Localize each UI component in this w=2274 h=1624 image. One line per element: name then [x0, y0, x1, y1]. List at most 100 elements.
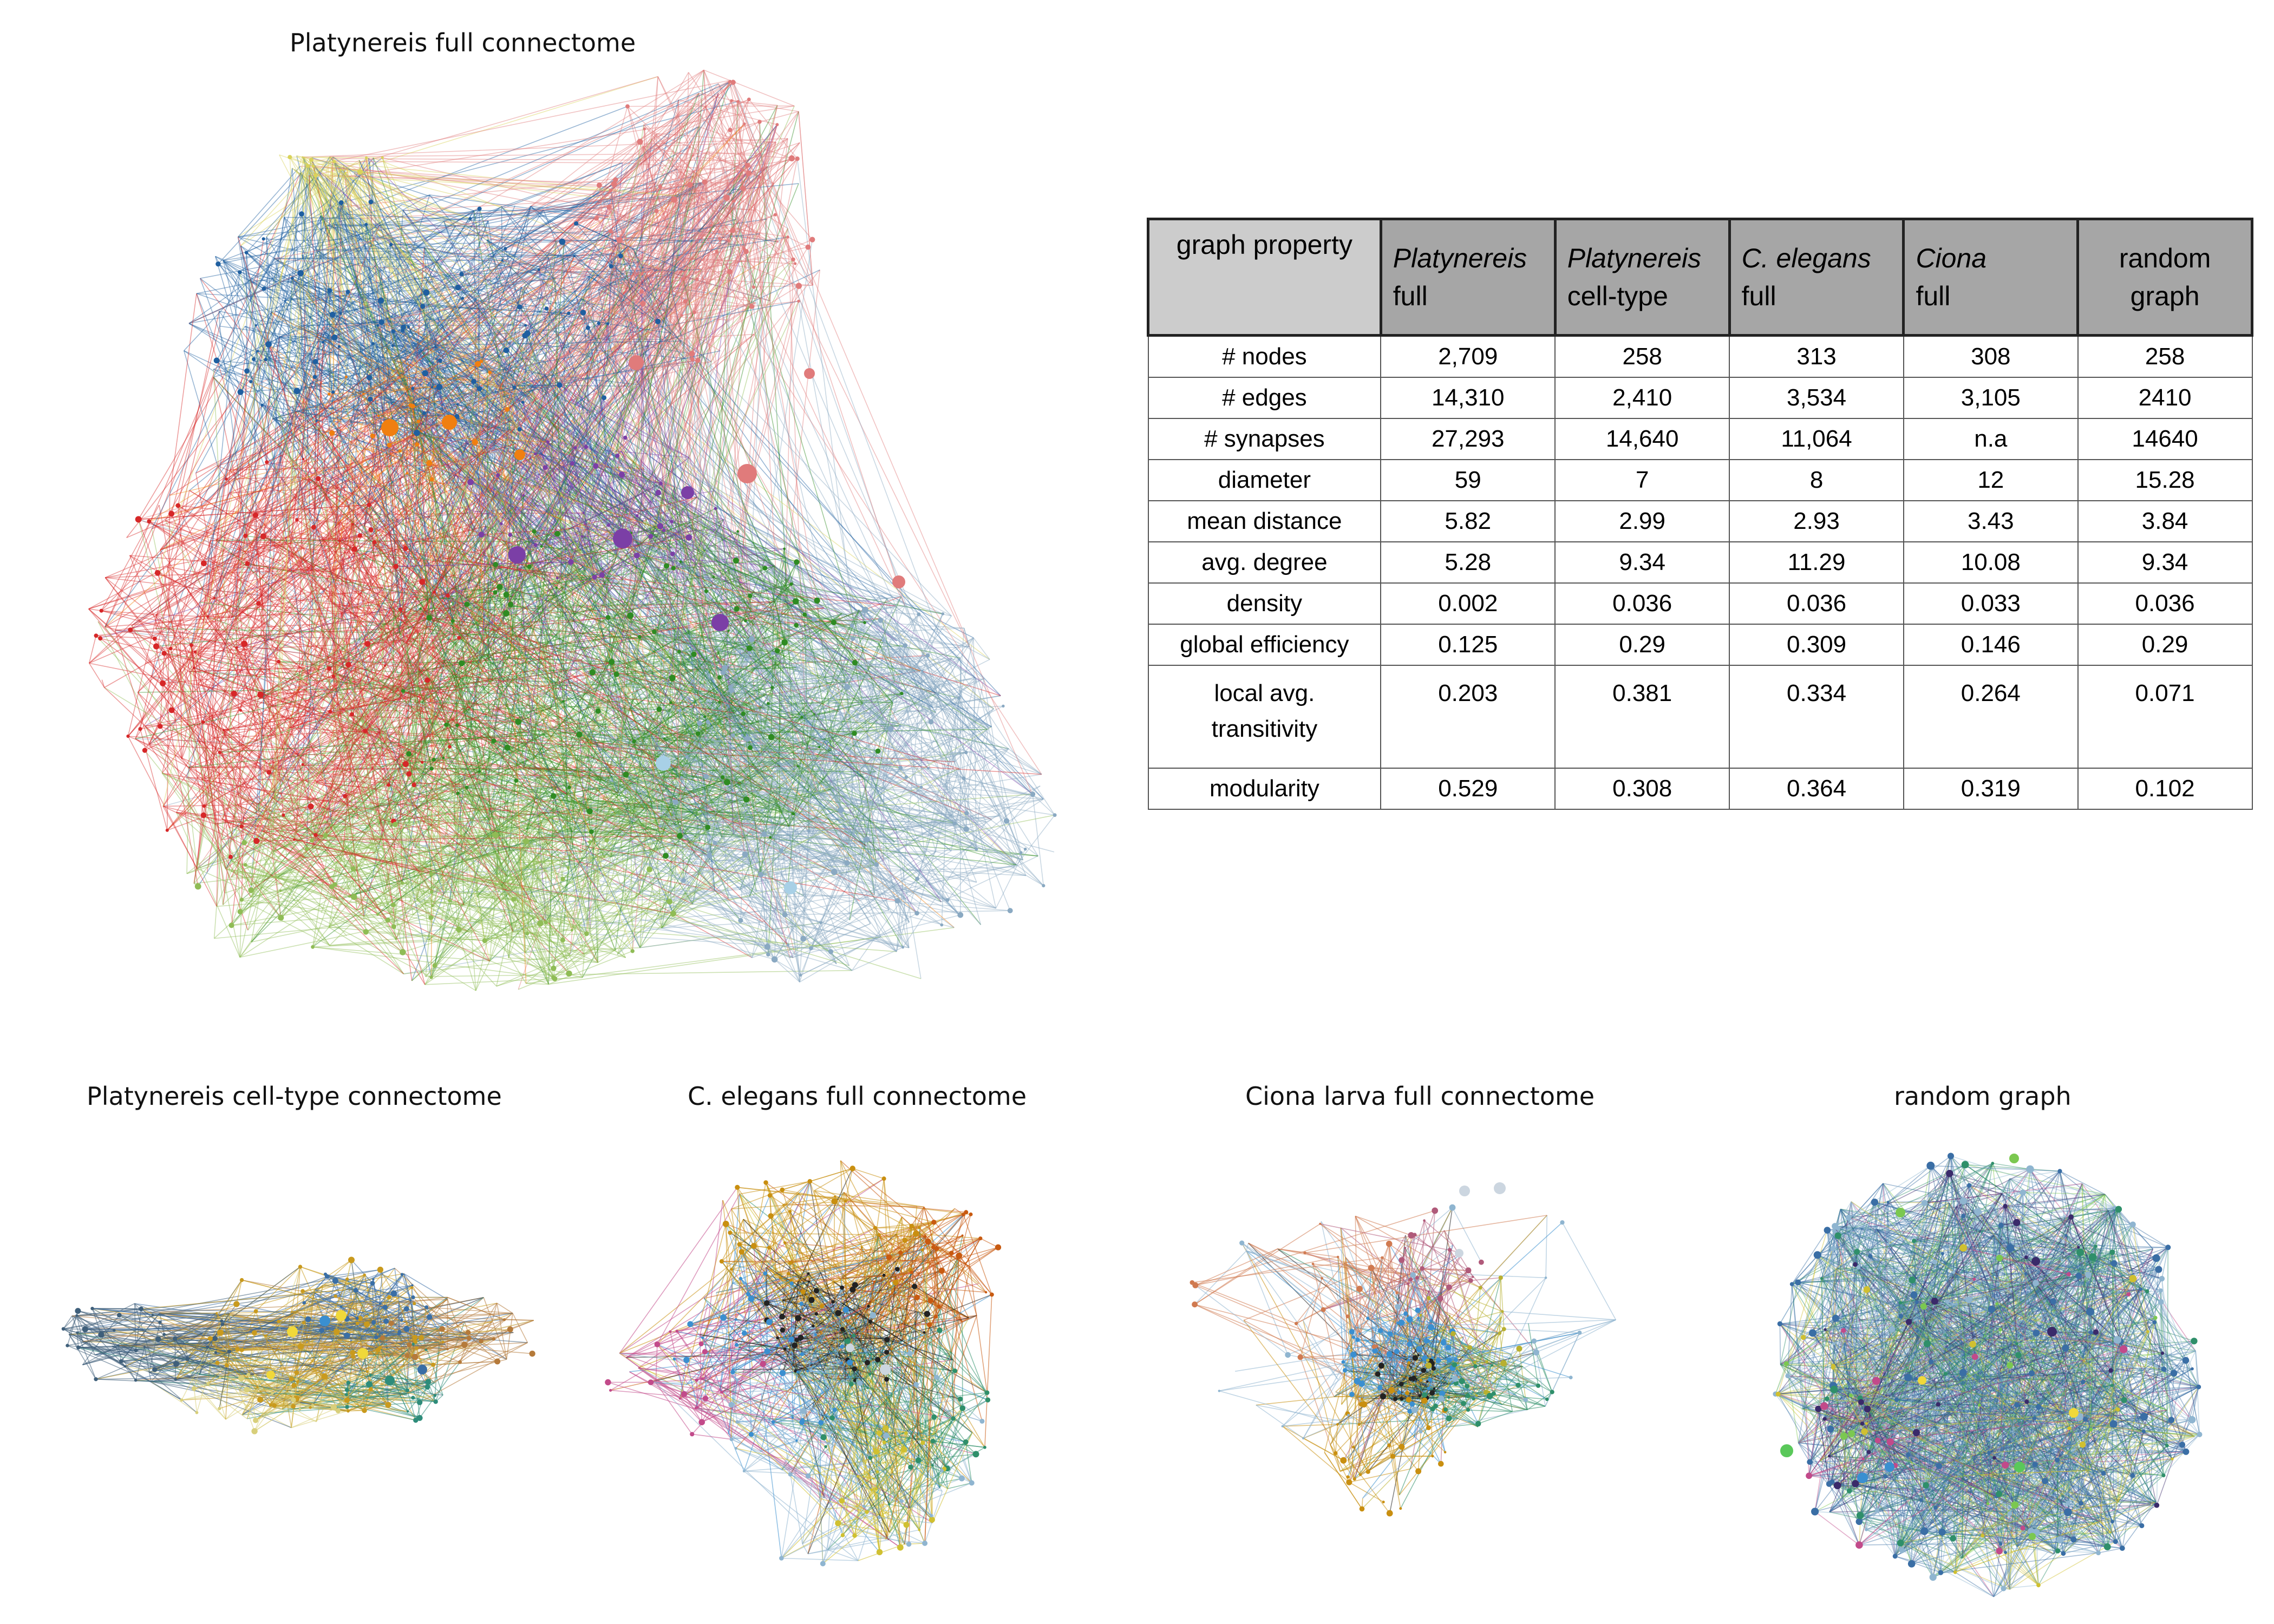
- network-node: [154, 570, 161, 576]
- network-node: [670, 520, 674, 523]
- network-nodes: [1190, 1182, 1582, 1517]
- network-node: [252, 512, 259, 518]
- network-hub-node: [629, 355, 644, 370]
- network-node: [727, 630, 730, 632]
- network-node: [1545, 1397, 1549, 1402]
- network-node: [1777, 1321, 1783, 1327]
- network-node: [472, 439, 479, 446]
- network-node: [504, 247, 507, 251]
- network-hub-node: [1780, 1444, 1793, 1457]
- network-node: [1396, 1321, 1399, 1325]
- network-node: [75, 1314, 79, 1317]
- network-node: [152, 636, 157, 641]
- network-node: [228, 854, 233, 859]
- network-node: [1961, 1161, 1969, 1169]
- network-node: [1933, 1505, 1938, 1510]
- network-node: [2085, 1272, 2092, 1278]
- network-node: [1378, 1363, 1384, 1369]
- network-node: [2165, 1245, 2171, 1250]
- network-node: [1336, 1255, 1339, 1259]
- network-node: [1421, 1367, 1426, 1373]
- network-node: [1969, 1340, 1976, 1348]
- network-node: [2075, 1272, 2082, 1279]
- network-node: [332, 882, 337, 887]
- header-column-italic: Ciona: [1916, 243, 1987, 273]
- network-hub-node: [737, 464, 757, 483]
- network-node: [426, 460, 433, 467]
- network-node: [1354, 1378, 1361, 1385]
- network-node: [337, 345, 341, 348]
- network-node: [796, 765, 799, 768]
- header-graph-property: graph property: [1147, 218, 1382, 337]
- network-node: [455, 284, 461, 291]
- network-node: [940, 1469, 944, 1472]
- network-node: [730, 1370, 735, 1374]
- network-node: [1377, 1385, 1383, 1391]
- network-node: [448, 745, 452, 749]
- network-node: [368, 396, 373, 402]
- network-node: [350, 1350, 356, 1355]
- network-node: [239, 898, 244, 902]
- network-node: [625, 104, 630, 109]
- network-node: [1415, 1276, 1419, 1280]
- network-node: [2077, 1246, 2080, 1249]
- network-hub-node: [266, 1371, 275, 1379]
- network-node: [718, 237, 721, 240]
- network-node: [142, 748, 147, 753]
- network-node: [691, 651, 697, 657]
- network-node: [852, 731, 857, 736]
- network-node: [537, 920, 544, 927]
- network-node: [972, 1451, 979, 1458]
- network-node: [168, 510, 174, 517]
- network-node: [787, 943, 789, 946]
- network-node: [1321, 1277, 1323, 1280]
- network-node: [1408, 1376, 1414, 1381]
- network-node: [856, 1475, 859, 1478]
- network-node: [1865, 1422, 1868, 1425]
- network-node: [866, 1386, 870, 1390]
- network-node: [580, 310, 586, 316]
- network-node: [200, 812, 207, 818]
- elegans-network-title: C. elegans full connectome: [688, 1082, 1027, 1111]
- network-node: [427, 1314, 433, 1320]
- network-node: [759, 754, 762, 756]
- table-row: modularity 0.529 0.308 0.364 0.319 0.102: [1147, 768, 2253, 810]
- network-node: [1491, 1364, 1493, 1367]
- network-node: [751, 1243, 757, 1249]
- network-node: [783, 547, 786, 551]
- network-node: [1404, 1391, 1409, 1396]
- network-node: [429, 767, 434, 771]
- network-node: [560, 937, 565, 942]
- network-node: [714, 507, 717, 510]
- network-node: [1515, 1383, 1521, 1388]
- network-node: [1807, 1459, 1813, 1465]
- network-node: [780, 1187, 785, 1193]
- network-node: [1431, 1455, 1434, 1458]
- cell-value: 3.43: [1903, 500, 2079, 542]
- network-node: [1427, 1290, 1430, 1293]
- network-node: [1981, 1534, 1985, 1538]
- network-node: [1399, 1444, 1405, 1450]
- network-node: [432, 963, 437, 968]
- row-label: local avg. transitivity: [1147, 665, 1382, 769]
- network-node: [185, 1357, 190, 1361]
- network-node: [795, 1315, 801, 1321]
- network-node: [670, 911, 676, 917]
- network-node: [1395, 1304, 1401, 1310]
- cell-value: 0.334: [1729, 665, 1904, 769]
- network-node: [1946, 1170, 1953, 1177]
- network-node: [326, 1327, 330, 1330]
- network-node: [729, 1437, 734, 1442]
- network-node: [207, 1336, 213, 1341]
- network-node: [895, 1267, 900, 1272]
- network-node: [685, 755, 689, 758]
- network-node: [479, 359, 483, 363]
- network-node: [1386, 1510, 1393, 1517]
- network-node: [367, 502, 371, 507]
- network-node: [400, 949, 406, 955]
- network-node: [1866, 1450, 1871, 1455]
- network-node: [227, 1350, 231, 1354]
- network-node: [797, 299, 800, 303]
- table-row: diameter 59 7 8 12 15.28: [1147, 459, 2253, 501]
- row-label: global efficiency: [1147, 624, 1382, 666]
